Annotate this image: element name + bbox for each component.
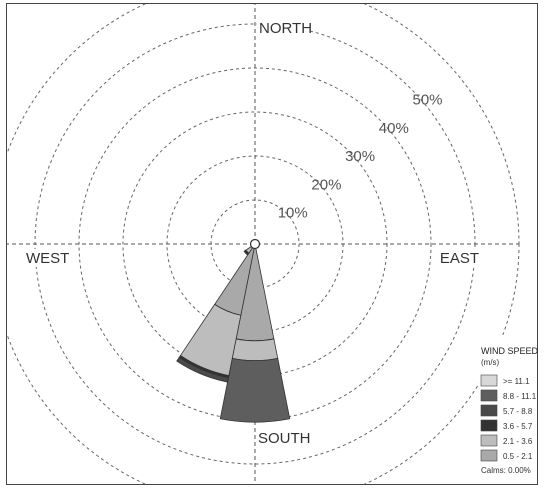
legend-swatch-4 (480, 434, 498, 447)
direction-label-north: NORTH (259, 20, 312, 37)
wind-wedge-225-bin-2 (243, 249, 250, 256)
legend-label-2: 5.7 - 8.8 (503, 407, 533, 416)
legend-swatch-0 (480, 374, 498, 387)
legend-label-4: 2.1 - 3.6 (503, 437, 533, 446)
direction-label-bg (256, 429, 310, 447)
direction-label-east: EAST (440, 250, 479, 267)
direction-label-bg (24, 249, 68, 267)
legend-swatch-3 (480, 419, 498, 432)
direction-label-west: WEST (26, 250, 69, 267)
wind-wedge-202.5-bin-3 (176, 356, 229, 383)
wind-wedge-180-bin-4 (219, 357, 291, 423)
direction-label-south: SOUTH (258, 430, 311, 447)
legend-swatch-1 (480, 389, 498, 402)
radial-label-20: 20% (311, 176, 341, 193)
radial-label-40: 40% (379, 120, 409, 137)
radial-label-50: 50% (413, 92, 443, 109)
legend-label-3: 3.6 - 5.7 (503, 422, 533, 431)
legend-title: WIND SPEED (481, 346, 539, 356)
wind-wedge-180-bin-1 (231, 338, 279, 362)
legend-label-5: 0.5 - 2.1 (503, 452, 533, 461)
legend-swatch-2 (480, 404, 498, 417)
legend-unit: (m/s) (481, 358, 500, 367)
legend-label-0: >= 11.1 (503, 377, 530, 386)
legend-swatch-5 (480, 449, 498, 462)
plot-area: 10%20%30%40%50% NORTH EAST SOUTH WEST (7, 4, 520, 484)
direction-label-bg (257, 19, 311, 37)
radial-label-10: 10% (278, 205, 308, 222)
direction-label-bg (437, 249, 481, 267)
center-marker (249, 238, 261, 250)
radial-label-30: 30% (345, 148, 375, 165)
legend-calms: Calms: 0.00% (481, 466, 531, 475)
legend-label-1: 8.8 - 11.1 (503, 392, 537, 401)
